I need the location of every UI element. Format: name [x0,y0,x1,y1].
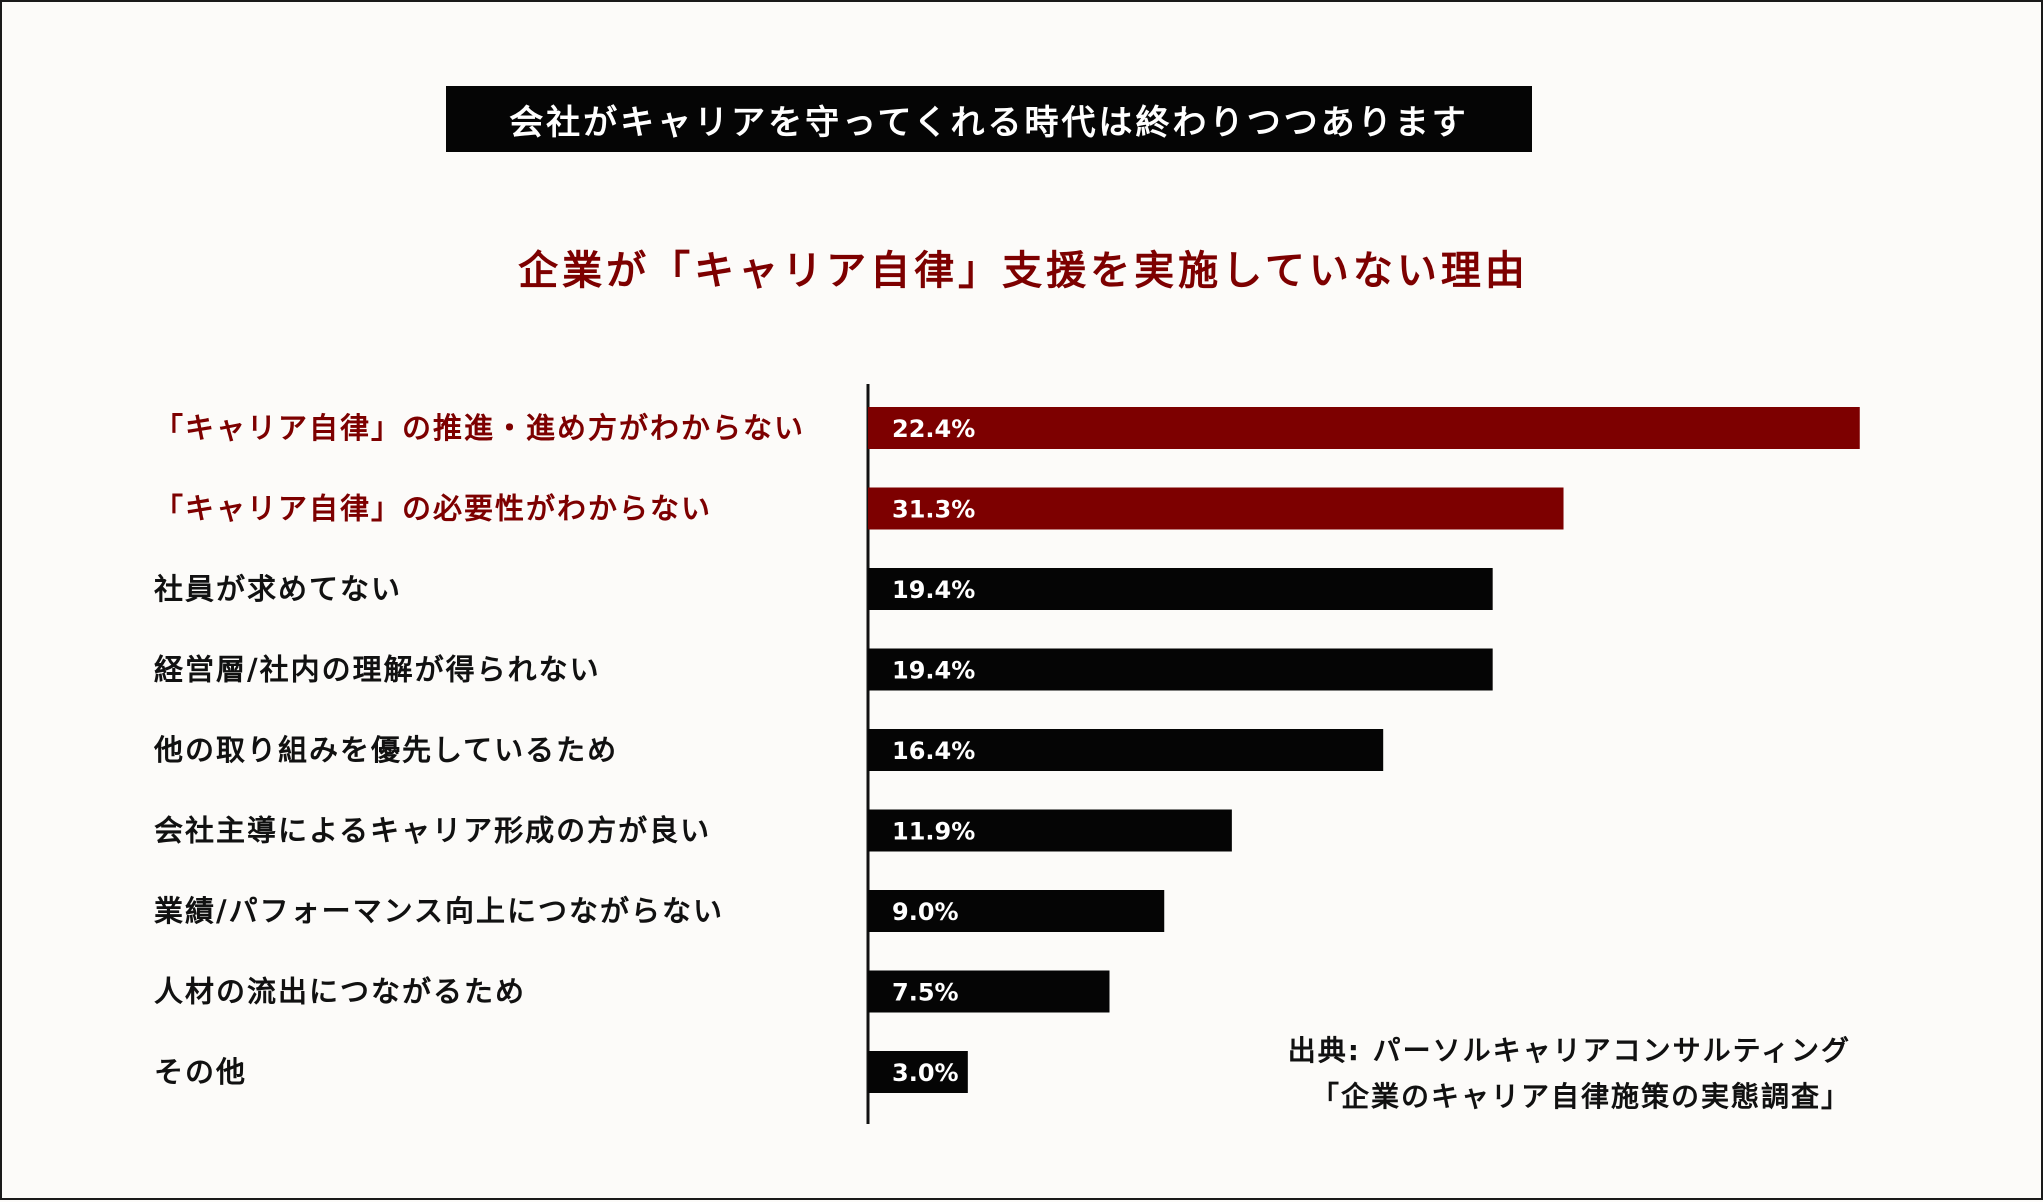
category-label: 社員が求めてない [154,572,402,606]
bar [868,1051,968,1093]
bar [868,568,1493,610]
bar-value-label: 22.4% [892,415,975,443]
bar-value-label: 3.0% [892,1059,959,1087]
category-label: 「キャリア自律」の推進・進め方がわからない [154,411,805,445]
chart-title: 企業が「キャリア自律」支援を実施していない理由 [518,248,1529,294]
category-label: 会社主導によるキャリア形成の方が良い [154,814,711,848]
bar [868,407,1860,449]
bar-value-label: 19.4% [892,576,975,604]
bar-value-label: 7.5% [892,979,959,1007]
bar-value-label: 11.9% [892,818,975,846]
bar-value-label: 16.4% [892,737,975,765]
bar-value-label: 9.0% [892,898,959,926]
bar-value-label: 31.3% [892,496,975,524]
source-line-1: 出典: パーソルキャリアコンサルティング [1287,1034,1851,1067]
source-note: 出典: パーソルキャリアコンサルティング 「企業のキャリア自律施策の実態調査」 [1288,1028,1851,1120]
bar [868,890,1165,932]
category-label: その他 [154,1055,247,1089]
bar-value-label: 19.4% [892,657,975,685]
category-label: 「キャリア自律」の必要性がわからない [154,492,712,526]
bar [868,487,1564,530]
bar [868,809,1232,852]
source-line-2: 「企業のキャリア自律施策の実態調査」 [1310,1080,1851,1113]
category-label: 業績/パフォーマンス向上につながらない [154,894,724,928]
bar [868,648,1493,691]
bar [868,970,1110,1013]
category-label: 人材の流出につながるため [154,975,526,1009]
category-label: 経営層/社内の理解が得られない [154,653,601,687]
headline-banner: 会社がキャリアを守ってくれる時代は終わりつつあります [446,86,1532,152]
category-label: 他の取り組みを優先しているため [153,733,618,767]
bar [868,729,1384,771]
